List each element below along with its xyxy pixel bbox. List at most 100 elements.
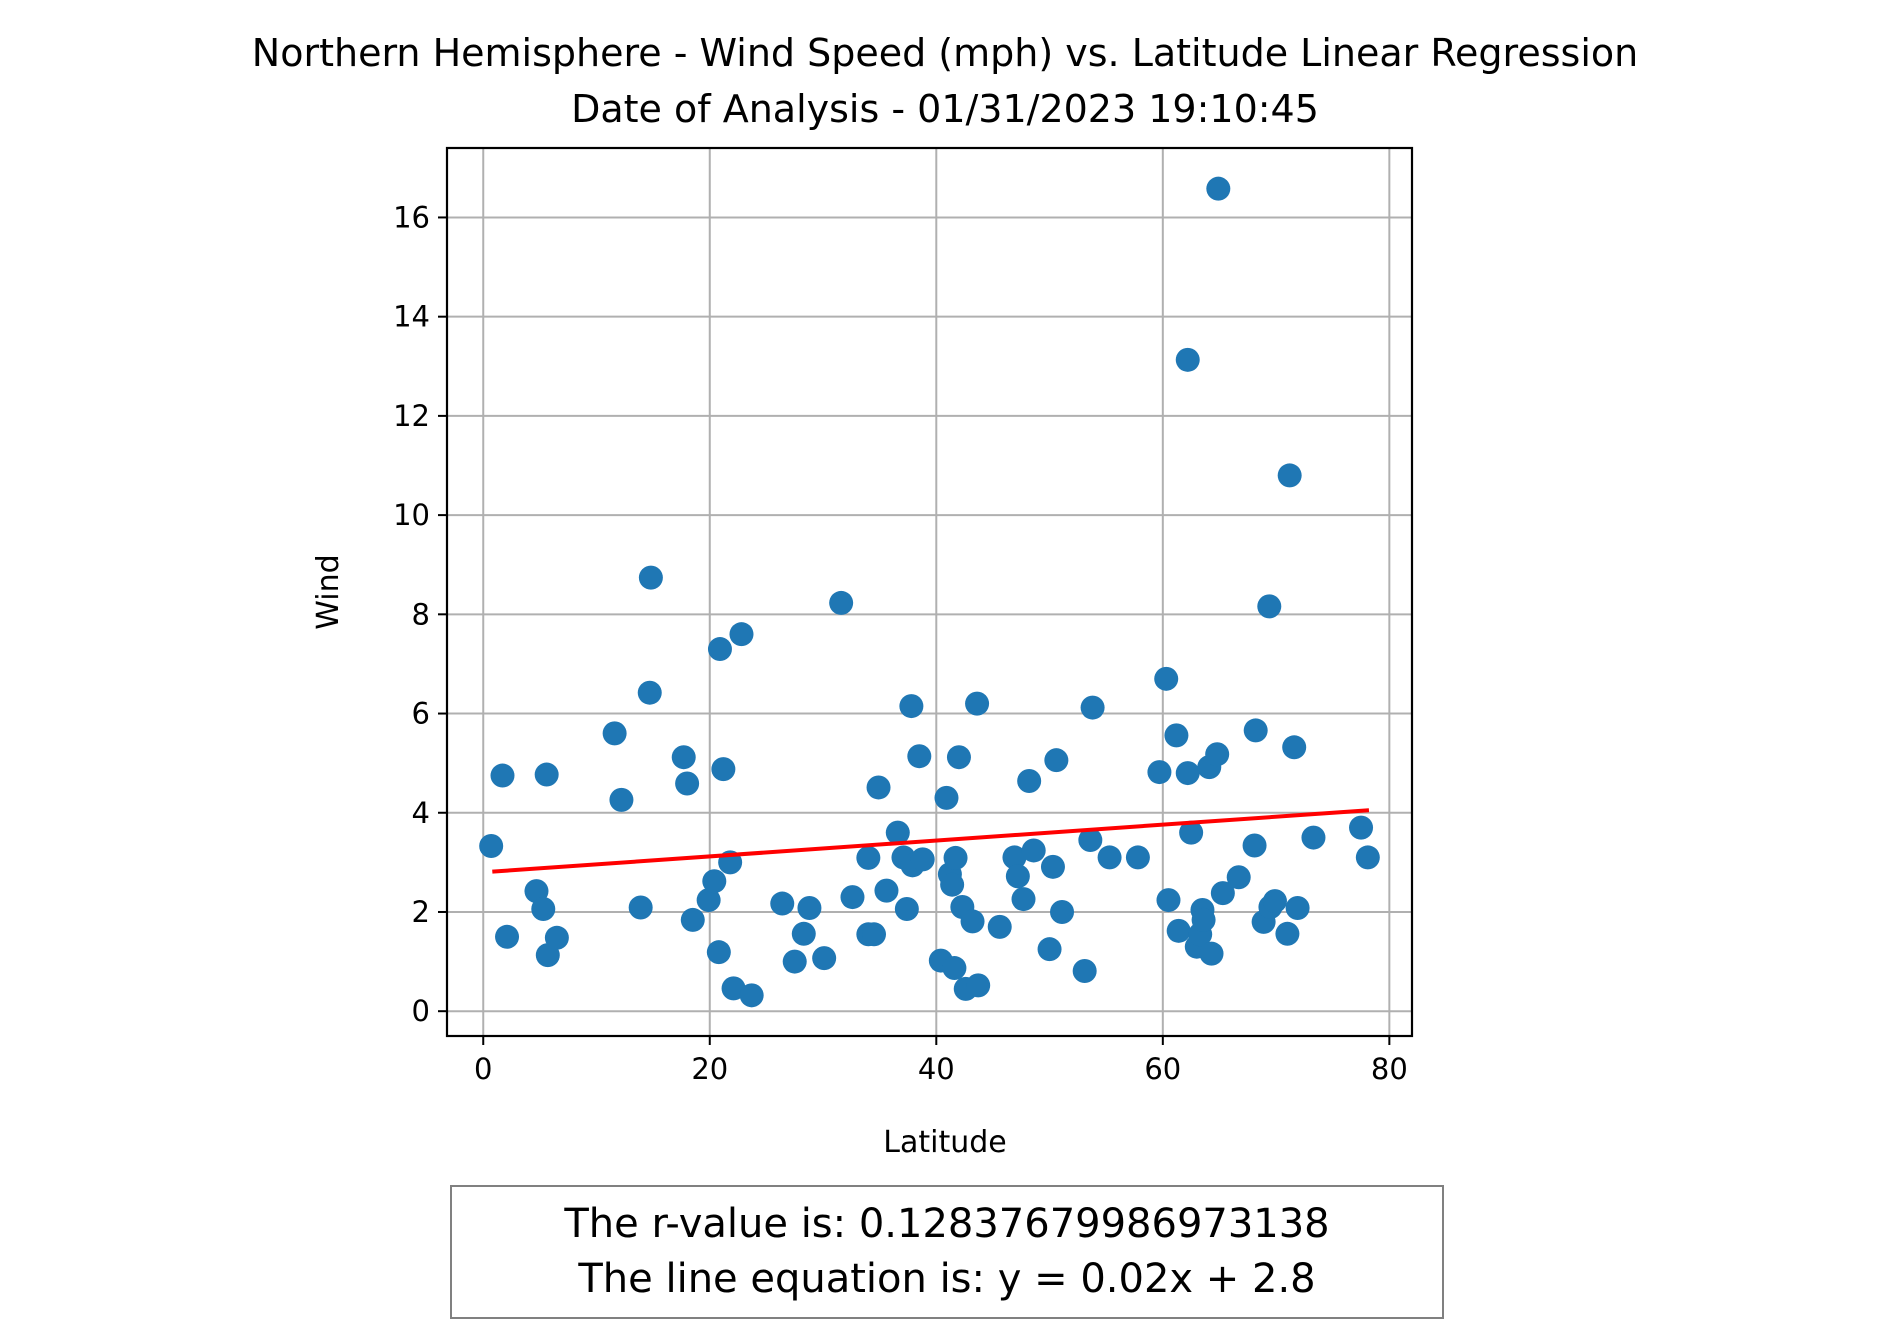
data-point-74 [1164, 723, 1189, 748]
y-tick-label-7: 14 [393, 300, 430, 334]
data-point-20 [711, 757, 736, 782]
data-point-78 [1179, 820, 1204, 845]
data-point-85 [1205, 742, 1230, 767]
data-point-82 [1191, 907, 1216, 932]
data-point-1 [490, 763, 515, 788]
y-tick-label-3: 6 [412, 697, 430, 731]
data-point-36 [874, 878, 899, 903]
data-point-99 [1301, 825, 1326, 850]
data-point-60 [1017, 769, 1042, 794]
y-tick-label-5: 10 [393, 498, 430, 532]
data-point-0 [479, 833, 504, 858]
x-tick-label-1: 20 [691, 1052, 728, 1086]
data-point-75 [1166, 918, 1191, 943]
data-points [479, 176, 1380, 1008]
data-point-43 [910, 847, 935, 872]
data-point-39 [894, 897, 919, 922]
data-point-40 [899, 694, 924, 719]
data-point-66 [1072, 959, 1097, 984]
x-axis-label: Latitude [883, 1125, 1006, 1160]
data-point-45 [934, 785, 959, 810]
data-point-71 [1147, 760, 1172, 785]
data-point-96 [1277, 463, 1302, 488]
data-point-76 [1175, 761, 1200, 786]
data-point-25 [770, 891, 795, 916]
data-point-97 [1282, 735, 1307, 760]
data-point-68 [1080, 695, 1105, 720]
data-point-4 [531, 897, 556, 922]
data-point-73 [1156, 888, 1181, 913]
r-value-text: The r-value is: 0.12837679986973138 [564, 1201, 1330, 1247]
y-axis-ticks: 0 2 4 6 8 10 12 14 16 [393, 200, 447, 1028]
x-tick-label-0: 0 [474, 1052, 492, 1086]
data-point-92 [1257, 594, 1282, 619]
y-tick-label-6: 12 [393, 399, 430, 433]
data-point-59 [1011, 887, 1036, 912]
x-tick-label-2: 40 [918, 1052, 955, 1086]
data-point-100 [1349, 815, 1374, 840]
data-point-37 [885, 820, 910, 845]
data-point-7 [544, 925, 569, 950]
data-point-18 [706, 940, 731, 965]
data-point-77 [1175, 347, 1200, 372]
data-point-26 [782, 949, 807, 974]
data-point-47 [940, 872, 965, 897]
data-point-62 [1037, 937, 1062, 962]
data-point-19 [707, 637, 732, 662]
data-point-86 [1206, 176, 1231, 201]
y-tick-label-4: 8 [412, 597, 430, 631]
data-point-11 [637, 680, 662, 705]
data-point-27 [791, 921, 816, 946]
data-point-50 [946, 745, 971, 770]
data-point-23 [729, 622, 754, 647]
data-point-15 [680, 907, 705, 932]
data-point-24 [739, 983, 764, 1008]
data-point-28 [797, 896, 822, 921]
data-point-64 [1044, 748, 1069, 773]
x-tick-label-3: 60 [1144, 1052, 1181, 1086]
data-point-84 [1199, 941, 1224, 966]
data-point-53 [960, 909, 985, 934]
data-point-16 [696, 888, 721, 913]
data-point-101 [1355, 845, 1380, 870]
y-tick-label-8: 16 [393, 200, 430, 234]
data-point-48 [942, 956, 967, 981]
y-axis-label: Wind [311, 554, 346, 629]
gridlines [447, 148, 1412, 1036]
chart-title: Northern Hemisphere - Wind Speed (mph) v… [252, 31, 1638, 75]
data-point-30 [829, 590, 854, 615]
data-point-88 [1226, 865, 1251, 890]
data-point-31 [840, 885, 865, 910]
data-point-12 [638, 565, 663, 590]
data-point-65 [1050, 899, 1075, 924]
y-tick-label-2: 4 [412, 796, 430, 830]
x-axis-ticks: 0 20 40 60 80 [474, 1036, 1408, 1086]
data-point-35 [866, 775, 891, 800]
data-point-33 [856, 845, 881, 870]
data-point-42 [907, 744, 932, 769]
data-point-98 [1285, 896, 1310, 921]
regression-line-group [492, 808, 1370, 874]
data-point-70 [1125, 845, 1150, 870]
data-point-13 [671, 745, 696, 770]
data-point-56 [987, 914, 1012, 939]
data-point-55 [966, 973, 991, 998]
data-point-95 [1275, 921, 1300, 946]
y-tick-label-0: 0 [412, 994, 430, 1028]
plot-frame [445, 146, 1414, 1038]
data-point-22 [721, 976, 746, 1001]
data-point-58 [1005, 864, 1030, 889]
chart-subtitle: Date of Analysis - 01/31/2023 19:10:45 [571, 87, 1319, 131]
data-point-72 [1154, 666, 1179, 691]
data-point-87 [1210, 881, 1235, 906]
regression-stats-box: The r-value is: 0.12837679986973138 The … [450, 1185, 1444, 1319]
data-point-54 [965, 691, 990, 716]
data-point-34 [862, 922, 887, 947]
data-point-63 [1040, 854, 1065, 879]
line-equation-text: The line equation is: y = 0.02x + 2.8 [578, 1256, 1316, 1302]
x-tick-label-4: 80 [1371, 1052, 1408, 1086]
data-point-10 [628, 895, 653, 920]
data-point-67 [1078, 828, 1103, 853]
data-point-9 [609, 787, 634, 812]
